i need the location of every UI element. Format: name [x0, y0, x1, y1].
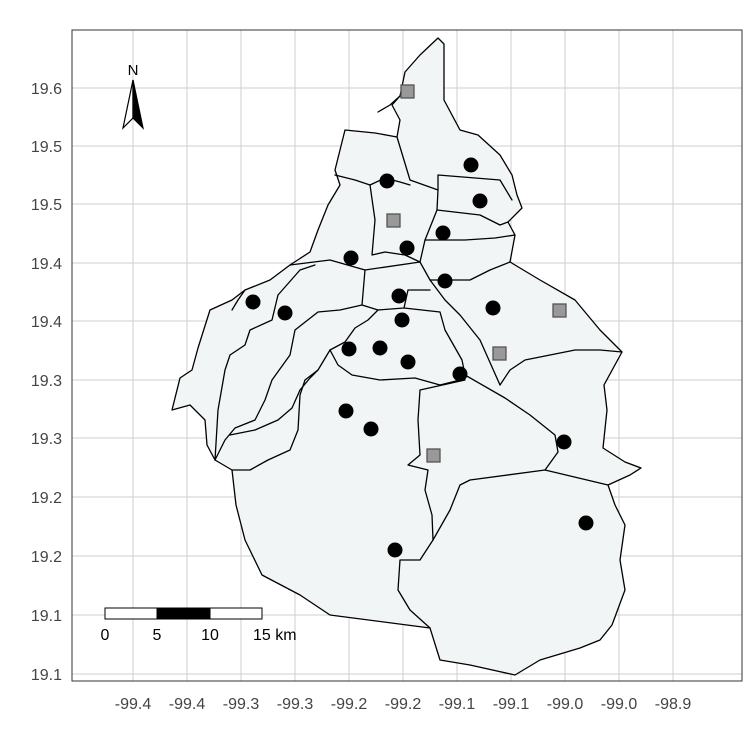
circle-marker: [372, 340, 388, 356]
y-axis: 19.6 19.5 19.5 19.4 19.4 19.3 19.3 19.2 …: [31, 81, 62, 684]
circle-marker: [343, 250, 359, 266]
circle-marker: [338, 403, 354, 419]
scale-segment-3: [209, 607, 263, 620]
scale-label-0: 0: [101, 627, 110, 644]
square-marker: [386, 213, 401, 228]
y-tick-label: 19.1: [31, 667, 62, 684]
circle-marker: [341, 341, 357, 357]
circle-marker: [277, 305, 293, 321]
scale-label-15km: 15 km: [253, 627, 297, 644]
x-tick-label: -99.2: [385, 696, 422, 713]
circle-marker: [394, 312, 410, 328]
x-tick-label: -99.0: [601, 696, 638, 713]
x-tick-label: -98.9: [655, 696, 692, 713]
x-tick-label: -99.3: [277, 696, 314, 713]
y-tick-label: 19.5: [31, 197, 62, 214]
x-tick-label: -99.2: [331, 696, 368, 713]
circle-marker: [435, 225, 451, 241]
circle-marker: [463, 157, 479, 173]
circle-marker: [556, 434, 572, 450]
circle-marker: [400, 354, 416, 370]
x-tick-label: -99.3: [223, 696, 260, 713]
y-tick-label: 19.3: [31, 373, 62, 390]
panel-border: [71, 29, 743, 682]
circle-marker: [387, 542, 403, 558]
circle-marker: [452, 366, 468, 382]
circle-marker: [379, 173, 395, 189]
y-tick-label: 19.4: [31, 314, 62, 331]
square-marker: [426, 448, 441, 463]
y-tick-label: 19.6: [31, 81, 62, 98]
x-axis: -99.4 -99.4 -99.3 -99.3 -99.2 -99.2 -99.…: [115, 696, 692, 713]
scale-bar: 0 5 10 15 km: [101, 607, 297, 644]
circle-marker: [363, 421, 379, 437]
y-tick-label: 19.5: [31, 139, 62, 156]
scale-segment-1: [104, 607, 158, 620]
square-marker: [400, 84, 415, 99]
circle-marker: [472, 193, 488, 209]
square-marker: [552, 303, 567, 318]
x-tick-label: -99.0: [547, 696, 584, 713]
circle-marker: [485, 300, 501, 316]
x-tick-label: -99.1: [493, 696, 530, 713]
x-tick-label: -99.1: [439, 696, 476, 713]
circle-marker: [245, 294, 261, 310]
y-tick-label: 19.2: [31, 490, 62, 507]
scale-segment-2: [156, 607, 211, 620]
y-tick-label: 19.1: [31, 608, 62, 625]
x-tick-label: -99.4: [169, 696, 206, 713]
y-tick-label: 19.4: [31, 256, 62, 273]
north-arrow: N: [122, 62, 144, 130]
y-tick-label: 19.3: [31, 431, 62, 448]
circle-marker: [578, 515, 594, 531]
scale-label-5: 5: [153, 627, 162, 644]
square-marker: [492, 346, 507, 361]
circle-marker: [399, 240, 415, 256]
circle-markers: [245, 157, 594, 558]
circle-marker: [391, 288, 407, 304]
x-tick-label: -99.4: [115, 696, 152, 713]
north-arrow-icon-dark: [132, 79, 144, 130]
circle-marker: [437, 273, 453, 289]
scale-label-10: 10: [201, 627, 219, 644]
y-tick-label: 19.2: [31, 549, 62, 566]
north-label: N: [128, 62, 139, 79]
square-markers: [386, 84, 567, 463]
